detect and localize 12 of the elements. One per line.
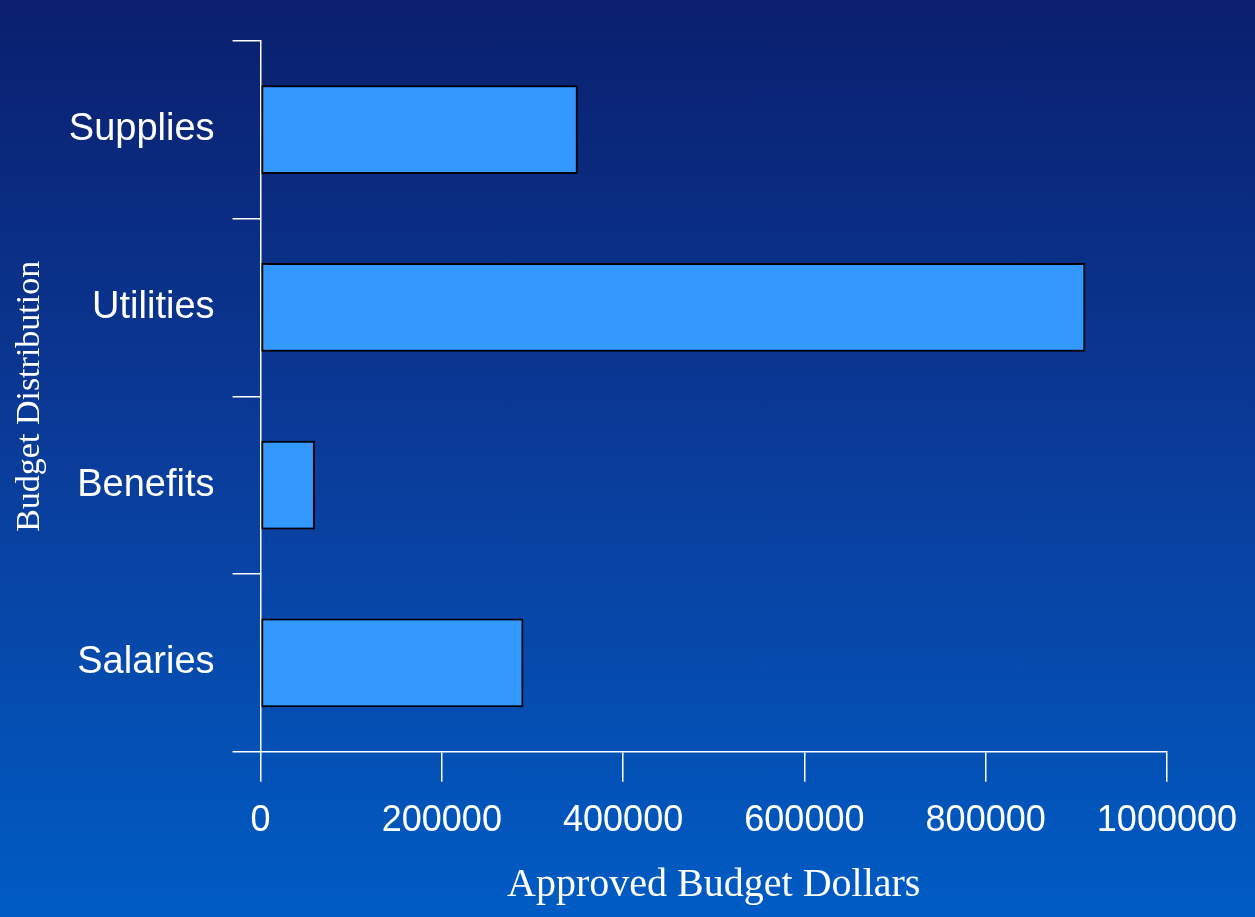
- x-tick-label: 0: [250, 798, 271, 840]
- x-tick-label: 200000: [381, 798, 502, 840]
- x-tick-label: 400000: [563, 798, 684, 840]
- y-axis-title: Budget Distribution: [9, 260, 47, 532]
- y-tick-label: Benefits: [77, 461, 215, 504]
- y-tick-label: Supplies: [68, 106, 215, 149]
- x-tick-label: 800000: [925, 798, 1046, 840]
- x-axis-title: Approved Budget Dollars: [507, 859, 921, 905]
- x-tick-label: 600000: [744, 798, 865, 840]
- x-tick-label: 1000000: [1096, 798, 1237, 840]
- y-tick-label: Salaries: [77, 639, 215, 682]
- y-tick-label: Utilities: [92, 283, 215, 326]
